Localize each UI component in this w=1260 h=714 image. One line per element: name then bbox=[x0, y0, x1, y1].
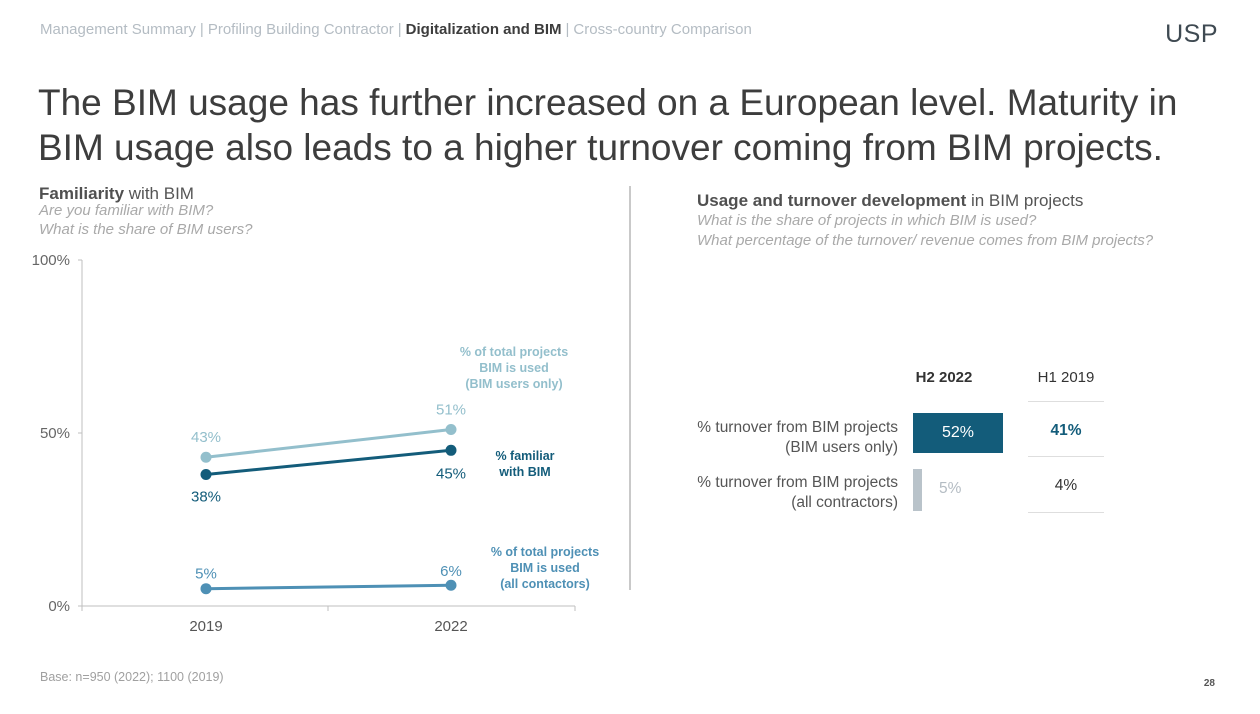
data-label: 6% bbox=[440, 563, 462, 580]
right-question-2: What percentage of the turnover/ revenue… bbox=[697, 232, 1154, 249]
y-tick-label: 100% bbox=[32, 252, 70, 269]
nav-separator: | bbox=[397, 21, 402, 38]
nav-digitalization-bim[interactable]: Digitalization and BIM bbox=[405, 21, 562, 38]
section-divider bbox=[629, 186, 631, 590]
value-h1-2019-bim-users: 41% bbox=[1050, 422, 1082, 439]
value-h1-2019-all-contractors: 4% bbox=[1054, 477, 1078, 494]
left-question-2: What is the share of BIM users? bbox=[39, 221, 253, 238]
data-label: 51% bbox=[436, 402, 466, 419]
bar-h2-2022-bim-users: 52% bbox=[913, 413, 1003, 453]
series-label: % of total projects bbox=[491, 545, 599, 559]
series-label: % familiar bbox=[495, 449, 554, 463]
row-label-all-contractors: % turnover from BIM projects (all contra… bbox=[697, 474, 898, 511]
col-header-h1-2019: H1 2019 bbox=[1037, 369, 1095, 386]
chart-axes: 0% 50% 100% 2019 2022 bbox=[32, 252, 576, 635]
left-question-1: Are you familiar with BIM? bbox=[39, 202, 214, 219]
left-section-title: Familiarity with BIM bbox=[39, 184, 194, 204]
value-h2-2022-all-contractors: 5% bbox=[939, 480, 962, 497]
right-section-title: Usage and turnover development in BIM pr… bbox=[697, 191, 1083, 211]
nav-profiling-building-contractor[interactable]: Profiling Building Contractor bbox=[207, 21, 394, 38]
row-label-bim-users: % turnover from BIM projects (BIM users … bbox=[697, 419, 898, 456]
left-title-bold: Familiarity bbox=[39, 184, 125, 203]
line-bim-projects-all bbox=[205, 583, 452, 591]
col-header-h2-2022: H2 2022 bbox=[915, 369, 973, 386]
bar-value-label: 52% bbox=[941, 424, 975, 441]
data-label: 43% bbox=[191, 429, 221, 446]
line-familiar-with-bim bbox=[205, 448, 452, 477]
right-title-rest: in BIM projects bbox=[966, 191, 1084, 210]
series-label: % of total projects bbox=[460, 345, 568, 359]
data-point-2019 bbox=[200, 451, 212, 463]
line-bim-projects-users bbox=[205, 428, 452, 459]
y-tick-label: 0% bbox=[48, 598, 70, 615]
data-point-2019 bbox=[200, 583, 212, 595]
nav-cross-country-comparison[interactable]: Cross-country Comparison bbox=[573, 21, 752, 38]
familiarity-line-chart: 0% 50% 100% 2019 2022 43% 51% % of total proje… bbox=[32, 252, 600, 635]
data-point-2022 bbox=[445, 579, 457, 591]
series-label: BIM is used bbox=[510, 561, 579, 575]
bar-h2-2022-all-contractors bbox=[913, 469, 922, 511]
base-note: Base: n=950 (2022); 1100 (2019) bbox=[40, 670, 224, 684]
x-tick-label: 2019 bbox=[189, 618, 222, 635]
chart-labels: 43% 51% % of total projects BIM is used (BIM… bbox=[191, 345, 599, 591]
right-question-1: What is the share of projects in which B… bbox=[697, 212, 1037, 229]
y-tick-label: 50% bbox=[40, 425, 70, 442]
breadcrumb: Management Summary | Profiling Building Co… bbox=[40, 21, 752, 38]
series-label: (all contactors) bbox=[500, 577, 590, 591]
data-point-2022 bbox=[445, 424, 457, 436]
chart-series bbox=[200, 424, 457, 595]
x-tick-label: 2022 bbox=[434, 618, 467, 635]
series-label: BIM is used bbox=[479, 361, 548, 375]
table-rule bbox=[1028, 401, 1104, 402]
data-label: 38% bbox=[191, 489, 221, 506]
nav-separator: | bbox=[199, 21, 204, 38]
left-title-rest: with BIM bbox=[124, 184, 194, 203]
page-title: The BIM usage has further increased on a… bbox=[38, 82, 1178, 168]
page-number: 28 bbox=[1203, 678, 1215, 689]
right-title-bold: Usage and turnover development bbox=[697, 191, 967, 210]
data-point-2022 bbox=[445, 444, 457, 456]
table-rule bbox=[1028, 456, 1104, 457]
data-label: 45% bbox=[436, 465, 466, 482]
company-logo: USP bbox=[1165, 20, 1218, 48]
data-point-2019 bbox=[200, 469, 212, 481]
table-rule bbox=[1028, 512, 1104, 513]
series-label: with BIM bbox=[498, 465, 550, 479]
data-label: 5% bbox=[195, 566, 217, 583]
nav-management-summary[interactable]: Management Summary bbox=[40, 21, 196, 38]
series-label: (BIM users only) bbox=[465, 377, 562, 391]
nav-separator: | bbox=[565, 21, 570, 38]
